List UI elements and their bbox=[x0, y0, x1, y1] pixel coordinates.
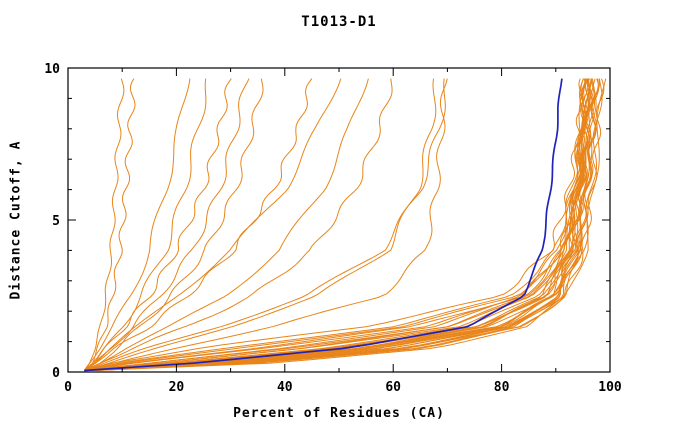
x-axis-label: Percent of Residues (CA) bbox=[233, 406, 445, 421]
model-curve bbox=[89, 78, 596, 371]
y-tick-label: 5 bbox=[52, 214, 60, 229]
model-curve bbox=[89, 78, 603, 371]
model-curve bbox=[94, 78, 600, 371]
model-curve bbox=[84, 78, 587, 371]
model-curve bbox=[84, 78, 589, 371]
x-tick-label: 100 bbox=[598, 380, 622, 395]
y-tick-label: 0 bbox=[52, 366, 60, 381]
model-curve bbox=[84, 78, 342, 371]
x-tick-label: 40 bbox=[277, 380, 293, 395]
model-curve bbox=[89, 78, 597, 371]
model-curve bbox=[84, 78, 584, 371]
model-curve bbox=[84, 78, 207, 371]
model-curve bbox=[89, 78, 593, 371]
chart-title: T1013-D1 bbox=[301, 14, 377, 30]
model-curve bbox=[84, 78, 393, 371]
model-curve bbox=[89, 78, 593, 371]
model-curve bbox=[84, 78, 437, 371]
model-curve bbox=[83, 78, 250, 371]
model-curve bbox=[83, 78, 191, 371]
y-tick-label: 10 bbox=[44, 62, 60, 77]
x-tick-label: 0 bbox=[64, 380, 72, 395]
model-curve bbox=[84, 78, 264, 371]
model-curve bbox=[95, 78, 607, 371]
x-tick-label: 80 bbox=[494, 380, 510, 395]
model-curve bbox=[89, 78, 591, 371]
model-curve bbox=[84, 78, 446, 371]
model-curve bbox=[83, 78, 125, 371]
y-axis-label: Distance Cutoff, A bbox=[8, 140, 24, 300]
plot-frame bbox=[67, 67, 611, 373]
model-curve bbox=[89, 78, 591, 371]
model-curve bbox=[84, 78, 592, 371]
model-curve bbox=[94, 78, 600, 371]
model-curve bbox=[84, 78, 369, 371]
model-curve bbox=[94, 78, 605, 371]
model-curve bbox=[83, 78, 136, 371]
highlighted-model-curve bbox=[84, 78, 563, 372]
model-curve bbox=[89, 78, 593, 371]
model-curve bbox=[83, 78, 232, 371]
x-tick-label: 60 bbox=[385, 380, 401, 395]
model-curve bbox=[94, 78, 599, 371]
model-curve bbox=[84, 78, 448, 371]
model-curve bbox=[84, 78, 592, 371]
x-tick-label: 20 bbox=[169, 380, 185, 395]
